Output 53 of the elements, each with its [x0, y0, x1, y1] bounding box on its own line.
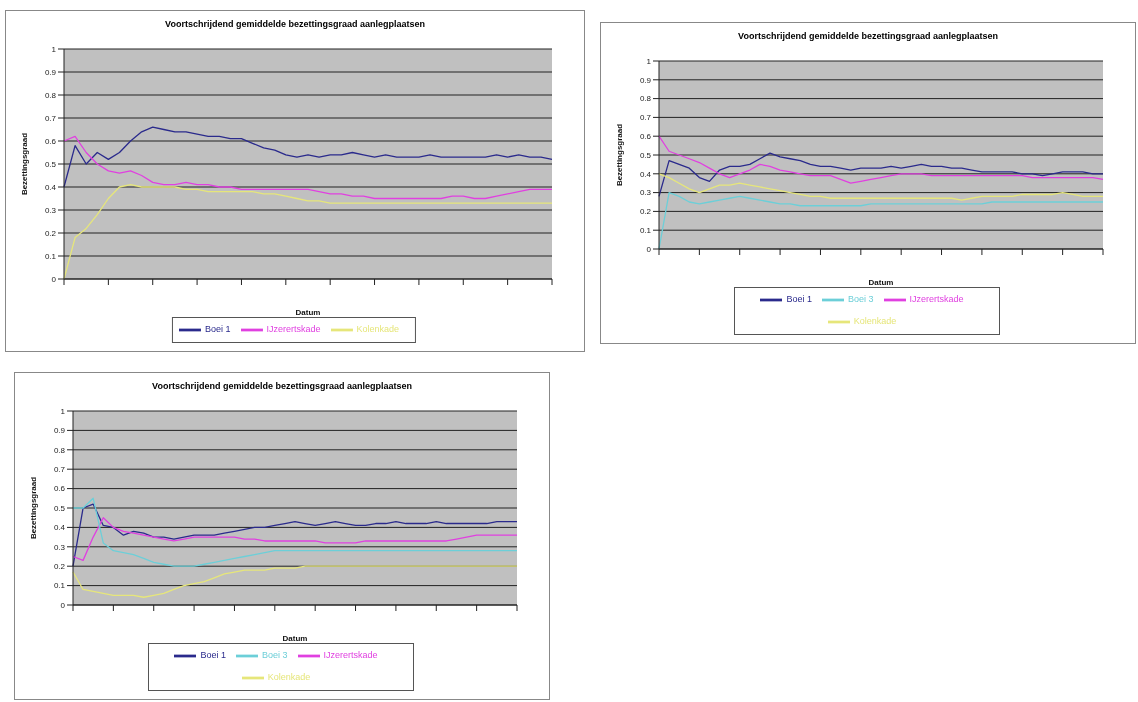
y-tick-label: 0.4	[44, 182, 57, 192]
chart-title: Voortschrijdend gemiddelde bezettingsgraad aanlegplaatsen	[737, 31, 999, 43]
y-tick-label: 0.2	[44, 228, 57, 238]
y-tick-label: 0	[51, 274, 57, 284]
y-tick-label: 0.1	[44, 251, 57, 261]
legend-label: Kolenkade	[356, 324, 400, 335]
x-axis-title: Datum	[868, 278, 894, 287]
legend-label: Boei 1	[786, 294, 812, 305]
legend-label: Kolenkade	[267, 672, 311, 683]
y-tick-label: 1	[51, 44, 57, 54]
y-tick-label: 0.4	[53, 523, 66, 533]
y-tick-label: 0.6	[44, 136, 57, 146]
y-tick-label: 1	[646, 56, 652, 66]
y-tick-label: 0.3	[44, 205, 57, 215]
chart-title: Voortschrijdend gemiddelde bezettingsgraad aanlegplaatsen	[151, 381, 413, 393]
x-axis-title: Datum	[282, 634, 308, 643]
y-axis-title: Bezettingsgraad	[614, 123, 624, 187]
y-tick-label: 0.5	[44, 159, 57, 169]
y-tick-label: 0.3	[53, 542, 66, 552]
y-tick-label: 0.8	[53, 445, 66, 455]
chart-title: Voortschrijdend gemiddelde bezettingsgraad aanlegplaatsen	[164, 19, 426, 31]
y-tick-label: 0.8	[44, 90, 57, 100]
y-tick-label: 0.5	[639, 150, 652, 160]
legend-label: IJzerertskade	[266, 324, 321, 335]
legend-label: Boei 1	[204, 324, 231, 335]
y-axis-title: Bezettingsgraad	[28, 476, 38, 540]
y-tick-label: 0.7	[53, 465, 66, 475]
legend-label: Kolenkade	[853, 316, 897, 327]
y-tick-label: 0.9	[639, 75, 652, 85]
y-tick-label: 0.8	[639, 94, 652, 104]
y-tick-label: 0.9	[53, 426, 66, 436]
y-tick-label: 0	[646, 244, 652, 254]
y-tick-label: 0.6	[53, 484, 66, 494]
y-tick-label: 0.7	[639, 113, 652, 123]
x-axis-title: Datum	[295, 308, 321, 317]
legend-label: Boei 3	[261, 650, 288, 661]
y-axis-title: Bezettingsgraad	[19, 132, 29, 196]
legend-label: Boei 3	[847, 294, 874, 305]
y-tick-label: 0.4	[639, 169, 652, 179]
legend-label: Boei 1	[200, 650, 226, 661]
y-tick-label: 0.2	[639, 207, 652, 217]
y-tick-label: 0.7	[44, 113, 57, 123]
y-tick-label: 0.5	[53, 503, 66, 513]
y-tick-label: 0.1	[53, 581, 66, 591]
y-tick-label: 0	[60, 600, 66, 610]
y-tick-label: 0.9	[44, 67, 57, 77]
y-tick-label: 1	[60, 406, 66, 416]
legend-label: IJzerertskade	[323, 650, 378, 661]
y-tick-label: 0.3	[639, 188, 652, 198]
legend-label: IJzerertskade	[909, 294, 964, 305]
y-tick-label: 0.6	[639, 132, 652, 142]
y-tick-label: 0.2	[53, 562, 66, 572]
y-tick-label: 0.1	[639, 226, 652, 236]
